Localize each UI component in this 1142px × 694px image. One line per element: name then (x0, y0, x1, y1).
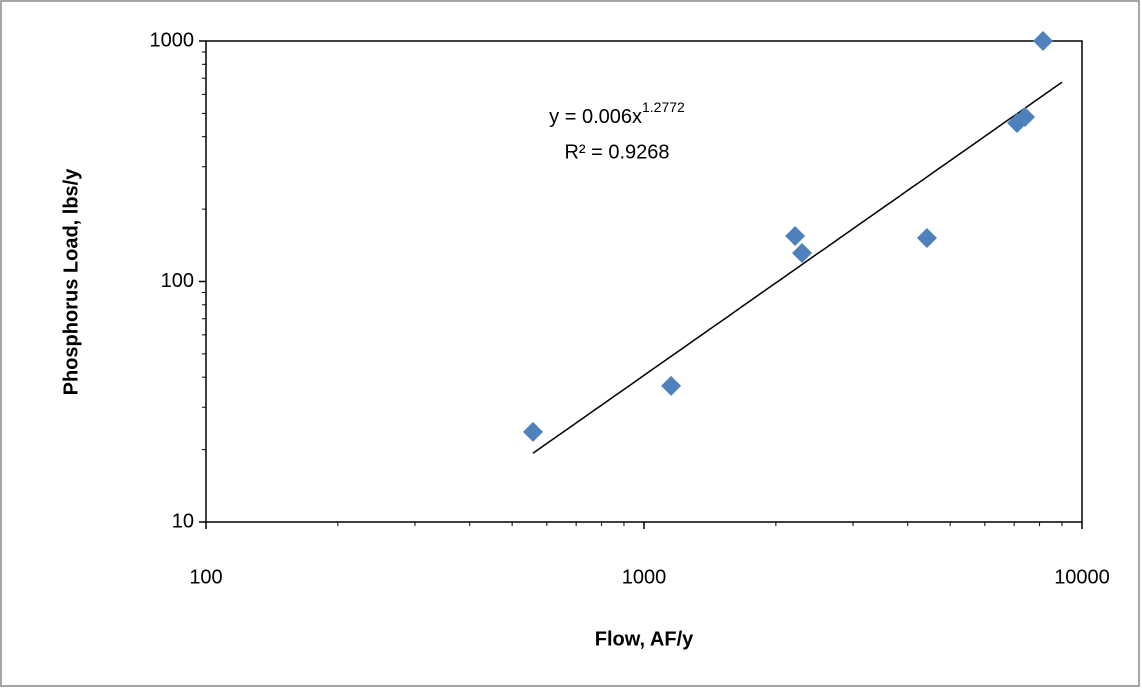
trendline-r2: R² = 0.9268 (564, 141, 669, 163)
data-point (785, 225, 806, 246)
trendline (532, 81, 1063, 454)
x-tick-label: 1000 (622, 566, 667, 588)
data-point (661, 375, 682, 396)
y-tick-label: 10 (172, 510, 194, 532)
x-tick-label: 100 (189, 566, 222, 588)
trendline-equation: y = 0.006x1.2772 (549, 99, 685, 129)
y-tick-label: 100 (161, 270, 194, 292)
data-point (1033, 31, 1054, 51)
x-axis-title: Flow, AF/y (595, 628, 694, 650)
y-axis-title: Phosphorus Load, lbs/y (60, 168, 82, 396)
x-tick-label: 10000 (1054, 566, 1110, 588)
data-point (1015, 107, 1036, 128)
equation-text: y = 0.006x (549, 106, 642, 128)
data-point (1007, 113, 1028, 134)
data-point (916, 227, 937, 248)
y-tick-label: 1000 (150, 29, 195, 51)
data-point (792, 243, 813, 264)
data-point (523, 421, 544, 442)
equation-exponent: 1.2772 (642, 99, 685, 115)
